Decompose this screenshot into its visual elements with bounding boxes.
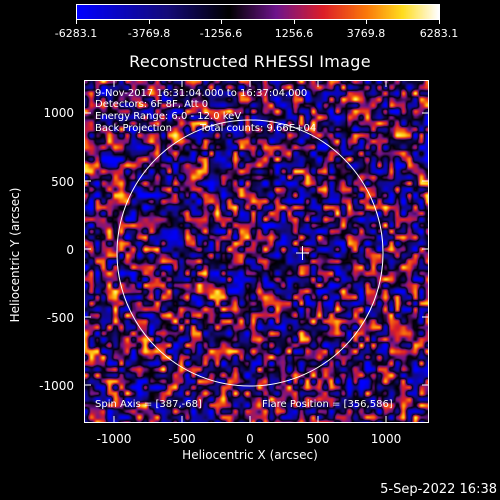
colorbar-tick-label: 1256.6: [274, 27, 314, 40]
plot-title: Reconstructed RHESSI Image: [129, 52, 371, 71]
colorbar-tick-label: 3769.8: [346, 27, 386, 40]
solar-limb-circle: [116, 119, 384, 387]
x-tick-label: -500: [168, 432, 196, 446]
y-tick-label: -500: [46, 311, 74, 325]
colorbar-tick: [76, 20, 77, 24]
colorbar-tick: [439, 20, 440, 24]
colorbar-tick: [149, 20, 150, 24]
colorbar: [76, 4, 440, 20]
y-tick-label: 500: [51, 175, 74, 189]
colorbar-tick-label: -3769.8: [127, 27, 171, 40]
info-spin-axis: Spin Axis = [387,-68]: [95, 399, 202, 410]
colorbar-tick: [366, 20, 367, 24]
y-tick-label: 0: [66, 243, 74, 257]
colorbar-tick: [221, 20, 222, 24]
info-detectors: Detectors: 6F 8F, Att 0: [95, 99, 209, 110]
info-method: Back Projection: [95, 123, 172, 134]
colorbar-tick-label: 6283.1: [419, 27, 459, 40]
info-energy-range: Energy Range: 6.0 - 12.0 keV: [95, 111, 242, 122]
y-axis-label: Heliocentric Y (arcsec): [8, 187, 22, 323]
info-flare-position: Flare Position = [356,586]: [262, 399, 393, 410]
x-axis-label: Heliocentric X (arcsec): [182, 448, 318, 462]
image-plot-area: [84, 80, 429, 423]
colorbar-tick-label: -6283.1: [54, 27, 98, 40]
info-time-range: 9-Nov-2017 16:31:04.000 to 16:37:04.000: [95, 88, 308, 99]
x-tick-label: -1000: [96, 432, 132, 446]
y-tick-label: 1000: [43, 106, 74, 120]
x-tick-label: 500: [306, 432, 330, 446]
colorbar-gradient: [77, 5, 439, 19]
x-tick-label: 1000: [370, 432, 402, 446]
info-total-counts: Total counts: 9.66E+04: [200, 123, 317, 134]
y-tick-label: -1000: [39, 379, 74, 393]
plot-overlay: [84, 80, 429, 423]
colorbar-tick-label: -1256.6: [199, 27, 243, 40]
axis-tickmarks: [84, 80, 429, 423]
reconstructed-image: [85, 81, 428, 422]
x-tick-label: 0: [246, 432, 254, 446]
date-stamp: 5-Sep-2022 16:38: [380, 482, 497, 497]
colorbar-tick: [294, 20, 295, 24]
